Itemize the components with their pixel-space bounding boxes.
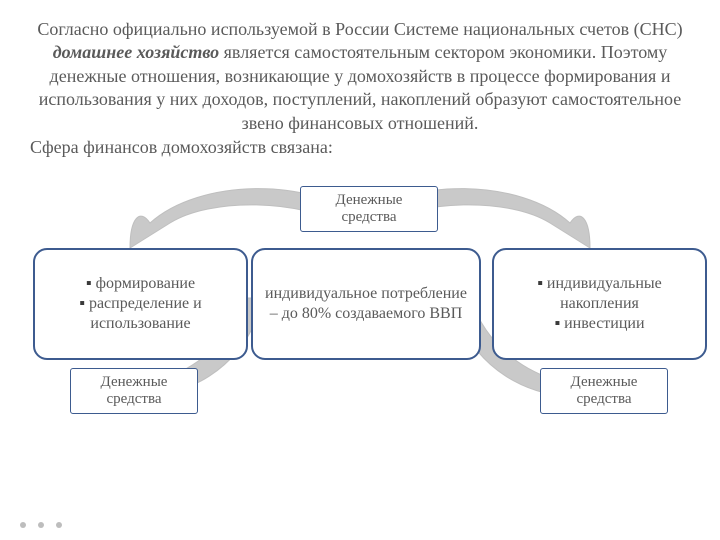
diagram: формирование распределение и использован…	[0, 168, 720, 438]
box-left-item-1: распределение и использование	[43, 294, 238, 334]
box-center: индивидуальное потребление – до 80% созд…	[251, 248, 481, 360]
progress-dot	[20, 522, 26, 528]
intro-pre: Согласно официально используемой в Росси…	[37, 19, 682, 39]
box-right: индивидуальные накопления инвестиции	[492, 248, 707, 360]
box-center-text: индивидуальное потребление – до 80% созд…	[261, 284, 471, 324]
box-right-item-1: инвестиции	[502, 314, 697, 334]
label-bottom-right: Денежные средства	[540, 368, 668, 415]
progress-dot	[38, 522, 44, 528]
box-right-item-0: индивидуальные накопления	[502, 274, 697, 314]
box-left-item-0: формирование	[43, 274, 238, 294]
sphere-line: Сфера финансов домохозяйств связана:	[0, 135, 720, 158]
page-progress	[20, 522, 62, 528]
label-bottom-left: Денежные средства	[70, 368, 198, 415]
intro-paragraph: Согласно официально используемой в Росси…	[0, 0, 720, 135]
label-top: Денежные средства	[300, 186, 438, 233]
progress-dot	[56, 522, 62, 528]
box-left: формирование распределение и использован…	[33, 248, 248, 360]
intro-italic: домашнее хозяйство	[53, 42, 219, 62]
